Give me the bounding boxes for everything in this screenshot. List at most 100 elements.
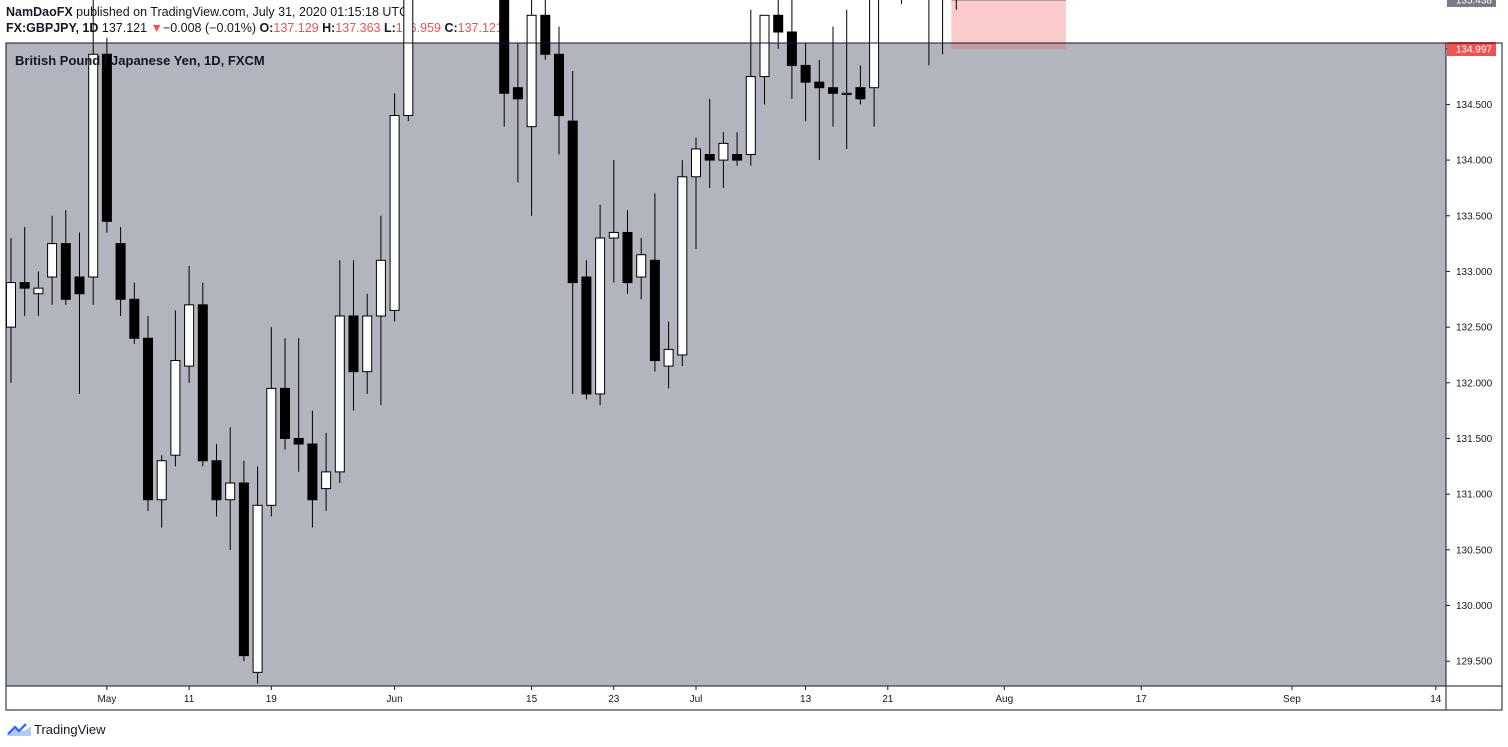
- bear-candle: [499, 0, 510, 94]
- bull-candle: [225, 482, 236, 501]
- down-arrow-icon: ▼: [150, 21, 163, 35]
- bull-candle: [170, 360, 181, 456]
- x-tick-label: 23: [608, 694, 620, 705]
- bear-candle: [348, 315, 359, 373]
- x-tick-label: Aug: [995, 694, 1013, 705]
- y-tick-label: 132.500: [1456, 323, 1493, 334]
- bear-candle: [238, 482, 249, 657]
- high-value: 137.363: [335, 21, 381, 35]
- y-axis-ticks: 129.500 130.000 130.500 131.000 131.500 132.0…: [1446, 44, 1493, 668]
- x-tick-label: Jul: [690, 694, 703, 705]
- bear-candle: [19, 282, 30, 289]
- close-value: 137.121: [457, 21, 503, 35]
- chart-frame: [5, 42, 1503, 711]
- bull-candle: [6, 282, 16, 328]
- bear-candle: [293, 437, 304, 445]
- x-tick-label: 13: [800, 694, 812, 705]
- bull-candle: [375, 259, 386, 317]
- bull-candle: [841, 92, 852, 95]
- bear-candle: [129, 298, 140, 339]
- tradingview-logo-icon[interactable]: [6, 721, 32, 737]
- stop-price-label-bg: [1447, 42, 1496, 57]
- bear-candle: [649, 259, 660, 362]
- bull-candle: [759, 14, 770, 78]
- bull-candle: [691, 148, 701, 178]
- x-tick-label: 19: [266, 694, 278, 705]
- last-price: 137.121: [101, 21, 148, 35]
- published-text: published on TradingView.com, July 31, 2…: [76, 5, 409, 19]
- bear-candle: [540, 14, 551, 55]
- x-axis-ticks: May 11 19 Jun 15 23 Jul 13 21 Aug 17 Sep 14: [97, 686, 1442, 705]
- y-tick-label: 133.000: [1456, 267, 1493, 278]
- bear-candle: [211, 460, 222, 501]
- x-tick-label: 11: [184, 694, 195, 705]
- y-tick-label: 132.000: [1456, 378, 1493, 389]
- high-label: H:: [322, 21, 336, 35]
- tradingview-brand[interactable]: TradingView: [34, 721, 106, 737]
- x-tick-label: 21: [882, 694, 894, 705]
- bull-candle: [321, 471, 332, 490]
- footer: TradingView: [6, 720, 106, 738]
- open-label: O:: [259, 21, 274, 35]
- bull-candle: [526, 14, 537, 128]
- y-tick-label: 134.500: [1456, 100, 1493, 111]
- entry-price-label-bg: [1447, 0, 1496, 7]
- symbol-label[interactable]: FX:GBPJPY, 1D: [6, 21, 99, 35]
- bull-candle: [88, 53, 99, 278]
- bear-candle: [567, 120, 578, 284]
- close-label: C:: [444, 21, 458, 35]
- time-axis[interactable]: [6, 686, 1446, 710]
- bear-candle: [814, 81, 825, 89]
- position-tool[interactable]: [951, 0, 1066, 50]
- bull-candle: [156, 460, 167, 501]
- y-tick-label: 134.000: [1456, 156, 1493, 167]
- bull-candle: [869, 0, 880, 89]
- bear-candle: [143, 337, 153, 501]
- bull-candle: [389, 115, 400, 311]
- bull-candle: [636, 254, 647, 278]
- bear-candle: [60, 243, 71, 300]
- x-tick-label: 15: [526, 694, 538, 705]
- bull-candle: [595, 237, 606, 395]
- bull-candle: [47, 243, 58, 278]
- bull-candle: [608, 231, 619, 239]
- price-axis[interactable]: [1446, 43, 1502, 686]
- bear-candle: [581, 276, 592, 395]
- bull-candle: [403, 0, 414, 117]
- bull-candle: [33, 287, 44, 295]
- bull-candle: [266, 387, 277, 506]
- bear-candle: [307, 443, 318, 501]
- y-tick-label: 131.500: [1456, 434, 1493, 445]
- low-label: L:: [383, 21, 396, 35]
- bear-candle: [280, 387, 290, 439]
- stop-zone[interactable]: [951, 0, 1066, 50]
- bear-candle: [74, 276, 85, 295]
- chart-title: British Pound / Japanese Yen, 1D, FXCM: [15, 53, 265, 68]
- price-change: −0.008 (−0.01%): [162, 21, 257, 35]
- bear-candle: [786, 31, 797, 66]
- y-tick-label: 130.000: [1456, 601, 1493, 612]
- y-tick-label: 131.000: [1456, 490, 1493, 501]
- bull-candle: [362, 315, 373, 373]
- bull-candle: [718, 142, 729, 161]
- open-value: 137.129: [273, 21, 319, 35]
- bear-candle: [773, 14, 784, 33]
- bear-candle: [197, 304, 208, 462]
- stop-price-label: 134.997: [1456, 45, 1493, 56]
- bear-candle: [115, 243, 126, 300]
- author-name[interactable]: NamDaoFX: [6, 5, 73, 19]
- x-tick-label: May: [97, 694, 116, 705]
- entry-price-label: 135.438: [1456, 0, 1493, 6]
- publish-line: NamDaoFX published on TradingView.com, J…: [6, 4, 1006, 20]
- bear-candle: [828, 87, 838, 94]
- candles-group: [6, 0, 957, 684]
- bull-candle: [745, 76, 756, 156]
- y-tick-label: 130.500: [1456, 545, 1493, 556]
- bull-candle: [677, 176, 688, 356]
- bull-candle: [663, 348, 674, 367]
- plot-area[interactable]: [6, 43, 1446, 686]
- bear-candle: [101, 53, 112, 222]
- y-tick-label: 133.500: [1456, 211, 1493, 222]
